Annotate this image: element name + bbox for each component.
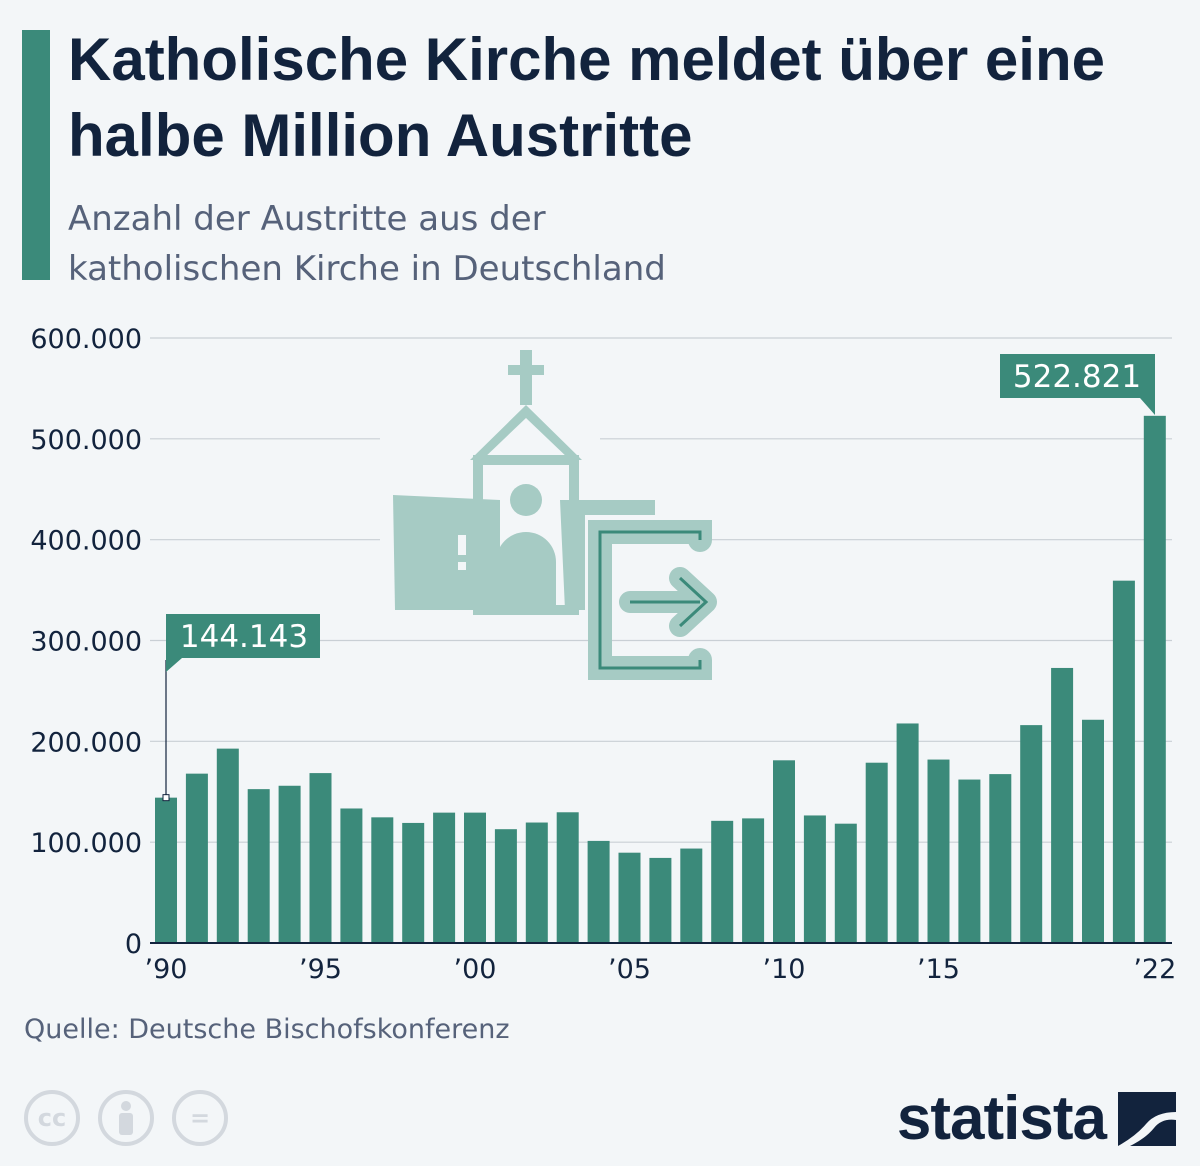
y-tick-label: 200.000 [30,727,142,758]
bar-2022 [1143,415,1166,943]
bar-1999 [433,812,456,943]
y-tick-label: 500.000 [30,425,142,456]
exit-icon [588,520,717,680]
bar-2001 [494,829,517,943]
page-title: Katholische Kirche meldet über eine halb… [68,26,1105,169]
x-tick-label: ’00 [454,954,497,985]
data-label-1990: 144.143 [162,614,320,802]
statista-logo: statista [897,1084,1178,1154]
bar-2002 [525,822,548,943]
subtitle-line-1: Anzahl der Austritte aus der [68,199,546,239]
bar-2008 [711,820,734,943]
bar-2021 [1112,580,1135,943]
bar-chart: 0 100.000 200.000 300.000 400.000 500.000 600.… [30,324,1176,985]
source: Quelle: Deutsche Bischofskonferenz [24,1014,510,1045]
brand-text: statista [896,1084,1107,1153]
bar-2016 [958,779,981,943]
church-icon [380,350,655,615]
svg-text:522.821: 522.821 [1013,359,1141,395]
y-tick-label: 100.000 [30,828,142,859]
bar-2012 [834,823,857,943]
bar-2017 [989,774,1012,943]
x-tick-label: ’10 [763,954,806,985]
data-label-2022: 522.821 [1000,354,1155,415]
bar-2013 [865,762,888,943]
accent-bar [22,30,50,280]
bar-2015 [927,759,950,943]
x-tick-label: ’05 [608,954,651,985]
bar-1996 [340,808,363,943]
y-tick-label: 400.000 [30,526,142,557]
x-tick-label: ’22 [1133,954,1176,985]
bar-1998 [402,822,425,943]
bar-2018 [1020,725,1043,943]
subtitle-line-2: katholischen Kirche in Deutschland [68,249,666,289]
bar-1992 [216,748,239,943]
nd-icon: = [172,1090,228,1146]
x-tick-label: ’90 [145,954,188,985]
x-tick-label: ’95 [299,954,342,985]
cc-icon: cc [24,1090,80,1146]
statista-logo-icon [1118,1092,1176,1146]
bar-2005 [618,852,641,943]
y-tick-label: 300.000 [30,627,142,658]
bar-2009 [742,818,765,943]
bar-2010 [773,760,795,943]
bar-1993 [247,789,270,943]
bar-2020 [1082,719,1104,943]
bar-2011 [803,815,826,943]
bar-2007 [680,848,703,943]
x-tick-label: ’15 [917,954,960,985]
bar-1990 [155,797,177,943]
bar-2004 [587,840,610,943]
bar-1995 [309,773,332,943]
bar-2003 [556,812,579,943]
bar-1997 [371,817,394,943]
bar-1994 [278,785,301,943]
subtitle: Anzahl der Austritte aus der katholische… [68,194,666,294]
by-icon [98,1090,154,1146]
bar-2019 [1051,667,1074,943]
bar-2000 [464,812,486,943]
bar-2006 [649,857,672,943]
y-tick-label: 0 [125,929,142,960]
bar-1991 [185,773,208,943]
svg-text:144.143: 144.143 [180,619,308,655]
bar-2014 [896,723,919,943]
y-tick-label: 600.000 [30,324,142,355]
